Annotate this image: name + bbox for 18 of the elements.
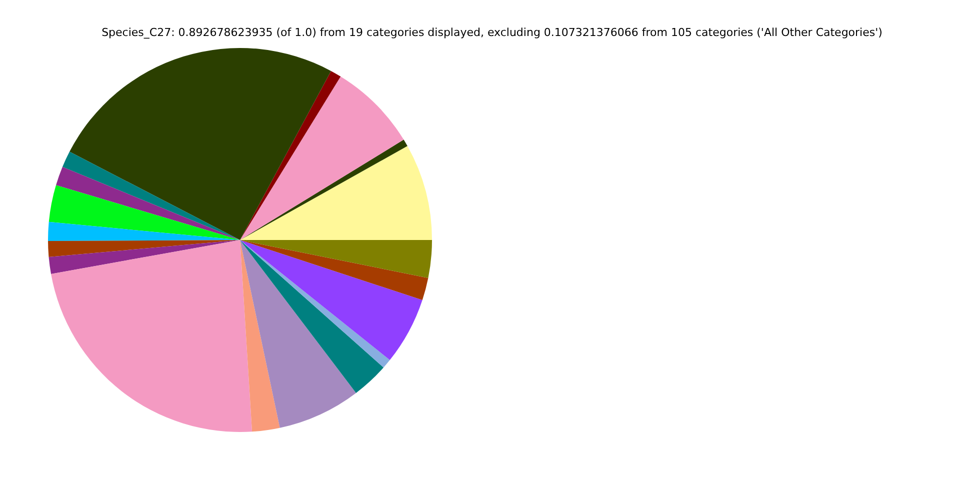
pie-slice xyxy=(48,240,240,257)
pie-slice xyxy=(48,185,240,240)
pie-slice xyxy=(62,152,240,240)
pie-slice xyxy=(240,240,390,368)
pie-slice xyxy=(240,240,356,428)
pie-slice xyxy=(56,166,240,240)
pie-slice xyxy=(240,240,428,300)
text: Species_C27: 0.892678623935 (of 1.0) from 19 categories displayed, excluding 0.107321376066 from 105 categories ('All Other Categories') xyxy=(102,26,882,39)
pie-slice xyxy=(48,240,240,274)
pie-slice xyxy=(240,240,280,432)
pie-slice xyxy=(240,76,404,240)
pie-slice xyxy=(240,240,432,278)
pie-slice xyxy=(240,146,432,240)
pie-slice xyxy=(240,240,384,393)
pie-slice xyxy=(240,240,422,360)
pie-slice xyxy=(51,240,252,432)
pie-slice xyxy=(240,70,341,240)
pie-slice xyxy=(48,222,240,241)
